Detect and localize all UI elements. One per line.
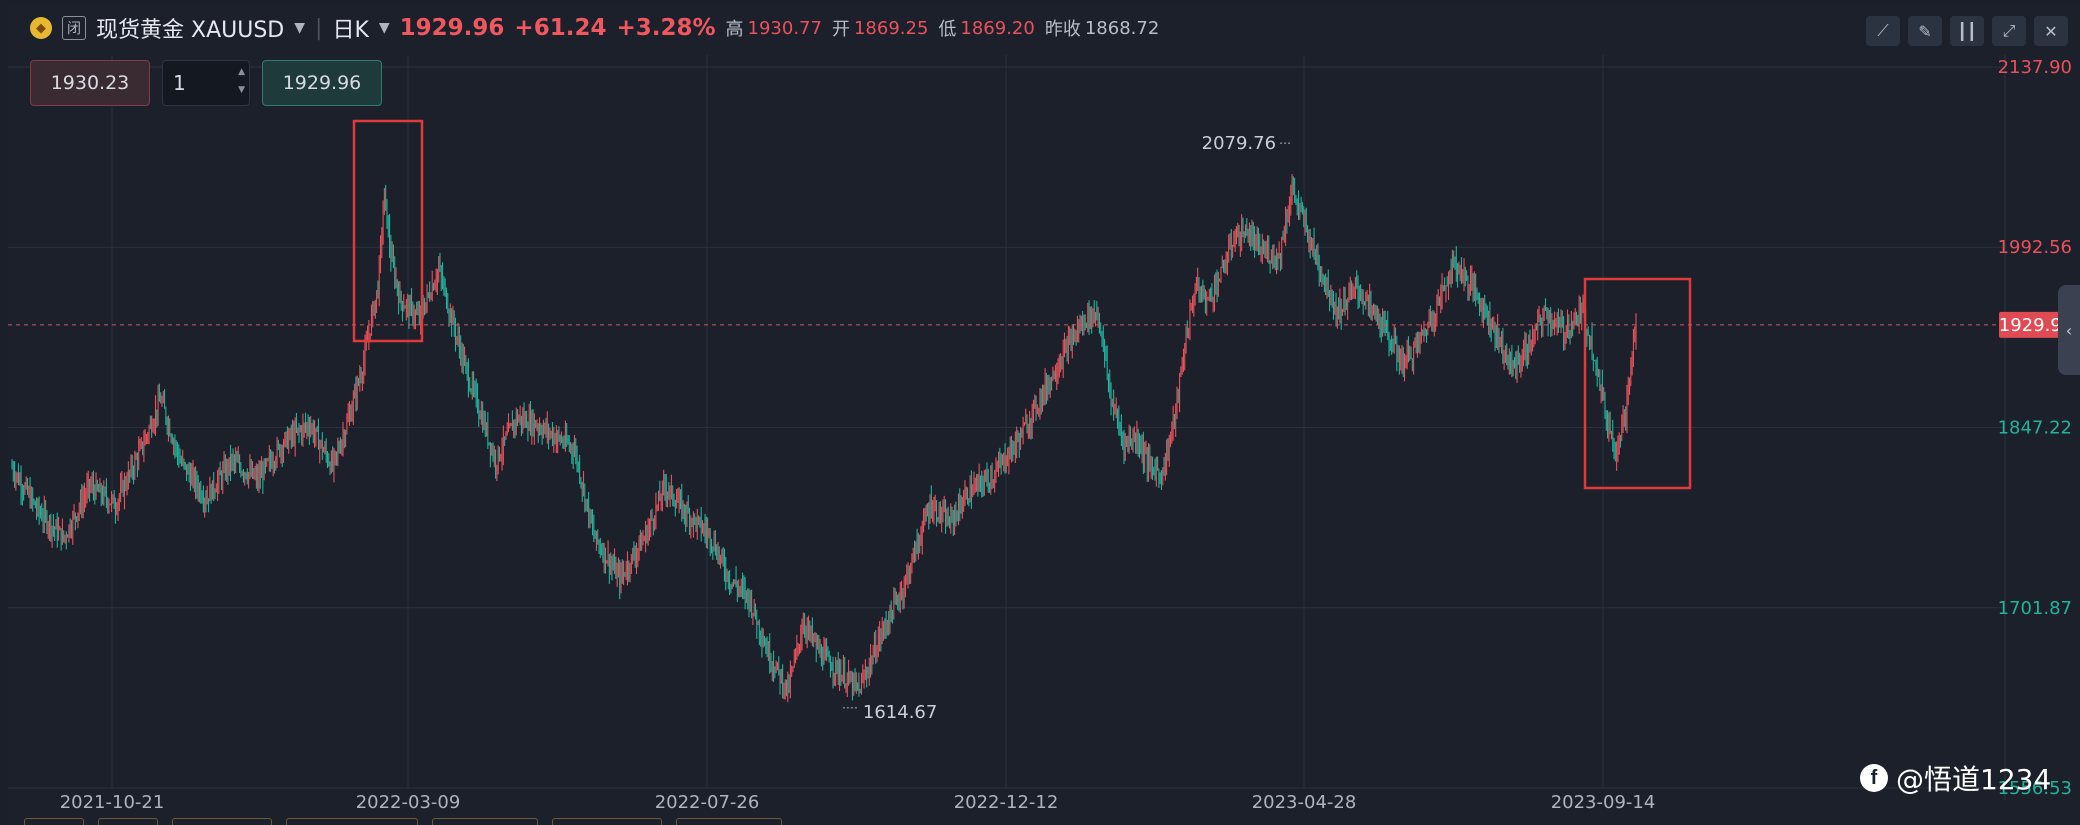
prev-close-value: 1868.72 [1084, 17, 1160, 39]
pencil-icon[interactable]: ✎ [1908, 16, 1942, 46]
decrement-icon[interactable]: ▼ [238, 85, 245, 95]
chevron-left-icon[interactable]: ‹ [2058, 285, 2080, 375]
symbol-header: ◆ 闭 现货黄金 XAUUSD ▼ | 日K ▼ 1929.96 +61.24 … [30, 12, 1159, 44]
close-icon[interactable]: ✕ [2034, 16, 2068, 46]
x-tick-label: 2022-12-12 [954, 792, 1059, 813]
min-price-label: 1614.67 [863, 702, 937, 723]
y-tick-label: 1556.53 [1998, 778, 2072, 799]
tab[interactable] [24, 818, 84, 825]
price-change-percent: +3.28% [616, 15, 716, 41]
quantity-stepper: ▲ ▼ [162, 60, 250, 106]
tab[interactable] [172, 818, 272, 825]
chevron-down-icon[interactable]: ▼ [294, 20, 306, 36]
low-value: 1869.20 [960, 17, 1035, 39]
tab[interactable] [552, 818, 662, 825]
y-axis: 2137.90 1992.56 1847.22 1701.87 1556.53 [1998, 57, 2072, 799]
quantity-input[interactable] [171, 64, 231, 102]
x-tick-label: 2022-07-26 [655, 792, 760, 813]
prev-close-label: 昨收 [1044, 19, 1081, 40]
low-label: 低 [938, 19, 957, 40]
x-tick-label: 2023-09-14 [1551, 792, 1656, 813]
current-price-badge [1999, 311, 2073, 338]
open-value: 1869.25 [853, 17, 929, 39]
facebook-icon: f [1860, 764, 1888, 792]
chart-annotations: 2079.76 1614.67 [842, 133, 1293, 723]
candlestick-series [11, 173, 1637, 703]
sell-button[interactable]: 1930.23 [30, 60, 150, 106]
line-chart-icon[interactable]: ⟋ [1866, 16, 1900, 46]
increment-icon[interactable]: ▲ [238, 67, 245, 77]
x-axis: 2021-10-21 2022-03-09 2022-07-26 2022-12-12… [60, 792, 1656, 813]
x-tick-label: 2022-03-09 [356, 792, 461, 813]
y-tick-label: 1847.22 [1998, 417, 2072, 438]
highlight-box-right [1583, 277, 1692, 490]
candlestick-icon[interactable]: ┃┃ [1950, 16, 1984, 46]
high-label: 高 [725, 19, 744, 40]
current-price-indicator: 1929.96 [8, 311, 2073, 338]
gold-logo-icon: ◆ [30, 17, 52, 39]
expand-icon[interactable]: ⤢ [1992, 16, 2026, 46]
tab[interactable] [286, 818, 418, 825]
tab[interactable] [676, 818, 782, 825]
last-price: 1929.96 [399, 15, 505, 41]
watermark: f @悟道1234 [1860, 758, 2051, 798]
highlight-box-left [352, 119, 424, 343]
y-tick-label: 1701.87 [1998, 598, 2072, 619]
current-price-text: 1929.96 [1999, 315, 2073, 336]
chart-toolbar: ⟋ ✎ ┃┃ ⤢ ✕ [1866, 16, 2068, 46]
x-tick-label: 2021-10-21 [60, 792, 165, 813]
highlight-boxes [352, 119, 1692, 490]
high-value: 1930.77 [747, 17, 822, 39]
period-selector[interactable]: 日K [332, 18, 369, 43]
buy-button[interactable]: 1929.96 [262, 60, 382, 106]
x-tick-label: 2023-04-28 [1252, 792, 1357, 813]
trade-panel: 1930.23 ▲ ▼ 1929.96 [30, 60, 382, 106]
y-tick-label: 1992.56 [1998, 237, 2072, 258]
tab[interactable] [98, 818, 158, 825]
watermark-text: @悟道1234 [1896, 763, 2052, 796]
bottom-tabs [24, 818, 782, 825]
divider: | [315, 15, 323, 41]
max-price-label: 2079.76 [1202, 133, 1276, 154]
price-change: +61.24 [514, 15, 607, 41]
chart-grid [8, 55, 2006, 800]
y-tick-label: 2137.90 [1998, 57, 2072, 78]
symbol-title[interactable]: 现货黄金 XAUUSD [96, 18, 285, 43]
chevron-down-icon[interactable]: ▼ [378, 20, 390, 36]
open-label: 开 [831, 19, 850, 40]
tab[interactable] [432, 818, 538, 825]
market-closed-icon: 闭 [62, 16, 86, 40]
